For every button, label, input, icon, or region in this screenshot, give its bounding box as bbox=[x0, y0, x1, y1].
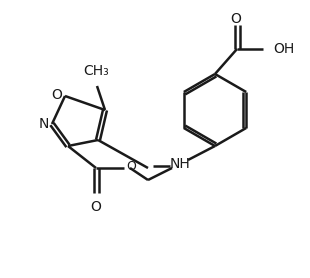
Text: CH₃: CH₃ bbox=[83, 64, 109, 78]
Text: NH: NH bbox=[170, 157, 190, 171]
Text: O: O bbox=[91, 200, 101, 214]
Text: O: O bbox=[231, 12, 241, 26]
Text: O: O bbox=[51, 88, 62, 102]
Text: O: O bbox=[126, 160, 136, 173]
Text: OH: OH bbox=[273, 42, 294, 56]
Text: N: N bbox=[39, 117, 49, 131]
